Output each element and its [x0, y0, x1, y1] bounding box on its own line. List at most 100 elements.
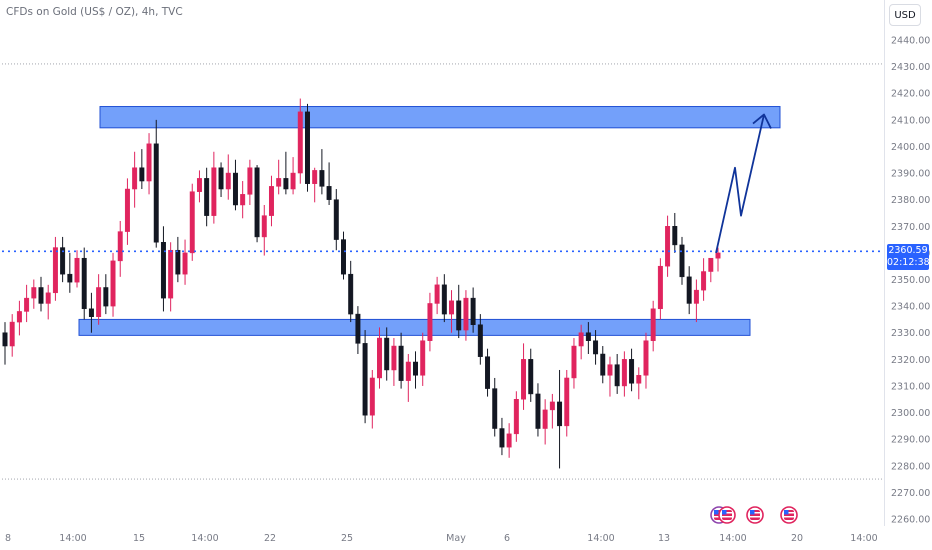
candle-down — [326, 162, 332, 205]
candle-body — [182, 252, 188, 275]
candle-body — [117, 231, 123, 262]
flag-stripe-white — [784, 516, 794, 518]
candle-up — [449, 290, 455, 333]
candle-down — [348, 260, 354, 323]
projection-arrow — [715, 113, 772, 254]
candle-body — [650, 308, 656, 341]
candle-body — [74, 257, 80, 283]
current-price-badge[interactable]: 2360.59 02:12:38 — [887, 244, 930, 270]
candle-up — [110, 252, 116, 317]
candle-up — [665, 215, 671, 277]
candle-up — [52, 236, 58, 301]
time-tick-label: 15 — [133, 533, 145, 544]
candle-body — [578, 332, 584, 347]
time-tick-label: 14:00 — [850, 533, 877, 544]
candle-body — [607, 364, 613, 376]
flag-canton — [784, 510, 789, 515]
candle-body — [218, 167, 224, 190]
candle-down — [175, 236, 181, 283]
candle-body — [2, 332, 8, 347]
candle-up — [693, 279, 699, 323]
time-axis[interactable]: 8 14:00 15 14:00 22 25 May 6 14:00 13 14:00 20 14:00 — [5, 533, 878, 544]
candle-up — [434, 276, 440, 315]
candle-body — [621, 359, 627, 387]
candle-down — [218, 162, 224, 198]
candle-body — [168, 249, 174, 299]
candle-body — [146, 143, 152, 182]
candle-down — [614, 354, 620, 394]
candle-body — [614, 364, 620, 387]
candle-body — [629, 359, 635, 384]
candle-up — [96, 274, 102, 325]
candle-body — [240, 194, 246, 206]
candle-body — [225, 172, 231, 190]
candle-up — [549, 393, 555, 429]
candle-body — [124, 188, 130, 232]
candle-up — [643, 332, 649, 389]
candle-up — [276, 159, 282, 195]
candle-up — [297, 98, 303, 184]
economic-events-row[interactable] — [710, 506, 798, 524]
candle-body — [535, 393, 541, 429]
candle-down — [88, 292, 94, 333]
candle-body — [348, 273, 354, 315]
candle-body — [333, 199, 339, 240]
candle-body — [81, 257, 87, 310]
candle-body — [110, 260, 116, 307]
time-tick-label: 14:00 — [719, 533, 746, 544]
candle-body — [204, 178, 210, 216]
flag-canton — [750, 510, 755, 515]
candle-down — [485, 348, 491, 397]
flag-stripe-white — [750, 516, 760, 518]
us-flag-event-icon[interactable] — [780, 506, 798, 524]
candle-up — [564, 369, 570, 437]
currency-button[interactable]: USD — [889, 4, 921, 26]
candle-down — [362, 330, 368, 424]
price-tick-label: 2410.00 — [891, 115, 930, 126]
candle-body — [9, 321, 15, 347]
flag-stripe-white — [750, 512, 760, 514]
support-zone — [78, 318, 751, 336]
candle-body — [463, 297, 469, 331]
candle-body — [636, 375, 642, 384]
projection-path — [715, 114, 765, 254]
candle-down — [38, 276, 44, 312]
candle-up — [24, 284, 30, 323]
candle-down — [557, 369, 563, 469]
candle-body — [427, 303, 433, 341]
candle-body — [441, 284, 447, 315]
price-tick-label: 2430.00 — [891, 62, 930, 73]
candle-body — [355, 313, 361, 344]
candle-body — [45, 292, 51, 304]
candle-body — [413, 361, 418, 376]
candle-body — [420, 340, 426, 376]
us-flag-event-icon[interactable] — [746, 506, 764, 524]
candle-body — [196, 178, 202, 192]
candle-body — [283, 178, 289, 190]
candle-body — [52, 247, 58, 294]
price-axis[interactable]: 2260.00 2270.00 2280.00 2290.00 2300.00 2310.… — [884, 0, 931, 526]
us-flag-event-icon[interactable] — [718, 506, 736, 524]
candle-body — [657, 265, 663, 310]
candle-body — [715, 252, 721, 259]
candle-down — [153, 119, 159, 248]
candle-up — [196, 170, 202, 203]
candle-up — [391, 338, 397, 386]
candle-body — [585, 332, 591, 341]
candle-body — [326, 186, 332, 200]
candle-up — [9, 314, 15, 357]
resistance-zone — [99, 106, 781, 129]
candle-up — [650, 300, 656, 352]
candle-body — [391, 345, 397, 371]
candle-body — [60, 247, 66, 275]
candle-body — [643, 340, 649, 376]
candle-body — [103, 287, 109, 307]
candle-body — [456, 300, 462, 331]
candle-up — [521, 343, 527, 410]
candle-up — [312, 167, 318, 203]
price-tick-label: 2330.00 — [891, 328, 930, 339]
flag-stripe-white — [722, 512, 732, 514]
chart-title: CFDs on Gold (US$ / OZ), 4h, TVC — [6, 6, 183, 18]
candle-up — [290, 157, 296, 195]
